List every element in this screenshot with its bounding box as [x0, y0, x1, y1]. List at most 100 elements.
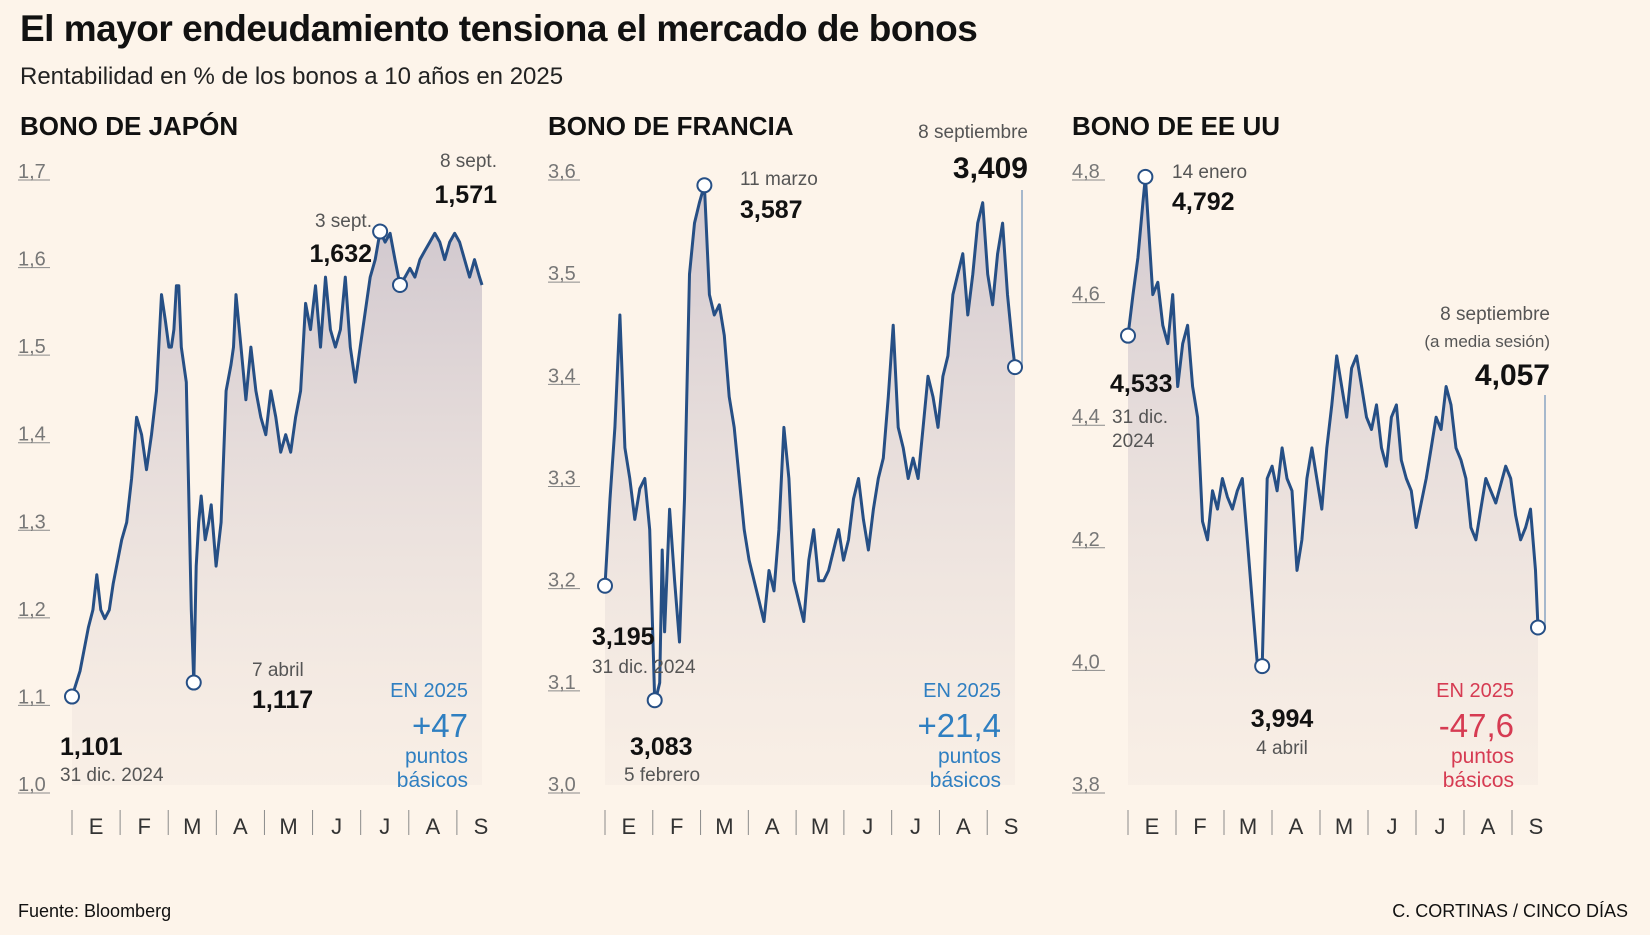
month-label-japon: E	[89, 814, 104, 839]
annotation-date-eeuu: 31 dic.	[1112, 407, 1168, 428]
ytick-label-japon: 1,1	[18, 686, 46, 708]
data-marker-francia	[696, 177, 713, 194]
data-marker-francia	[597, 577, 613, 594]
ytick-label-francia: 3,1	[548, 672, 576, 694]
change-unit2-francia: básicos	[930, 769, 1001, 792]
annotation-value-japon: 1,571	[434, 181, 497, 209]
change-unit-japon: puntos	[405, 745, 468, 768]
annotation-date-eeuu: 4 abril	[1256, 738, 1308, 759]
series-line-eeuu	[1126, 175, 1540, 668]
ytick-label-japon: 1,4	[18, 424, 46, 446]
data-marker-japon	[185, 674, 202, 691]
change-unit-eeuu: puntos	[1451, 745, 1514, 768]
area-fill-francia	[605, 185, 1015, 786]
annotation-value-eeuu: 3,994	[1251, 705, 1314, 733]
ytick-label-japon: 1,5	[18, 336, 46, 358]
month-label-francia: E	[622, 814, 637, 839]
annotation-date-japon: 7 abril	[252, 660, 304, 681]
ytick-label-japon: 1,3	[18, 511, 46, 533]
annotation-value-eeuu: 4,057	[1475, 359, 1550, 392]
month-label-eeuu: F	[1193, 814, 1206, 839]
change-unit2-japon: básicos	[397, 769, 468, 792]
change-value-eeuu: -47,6	[1439, 707, 1514, 744]
series-line-francia	[603, 183, 1017, 702]
data-marker-francia	[1007, 359, 1023, 376]
page-subtitle: Rentabilidad en % de los bonos a 10 años…	[20, 63, 564, 90]
source-note: Fuente: Bloomberg	[18, 901, 172, 921]
annotation-date-japon: 8 sept.	[440, 151, 497, 172]
month-label-eeuu: M	[1335, 814, 1353, 839]
chart-title-japon: BONO DE JAPÓN	[20, 111, 238, 141]
area-fill-japon	[72, 231, 482, 785]
annotation-date-francia: 11 marzo	[740, 169, 818, 190]
annotation-value-japon: 1,101	[60, 733, 123, 761]
ytick-label-francia: 3,2	[548, 570, 576, 592]
data-marker-eeuu	[1530, 619, 1546, 636]
ytick-label-japon: 1,6	[18, 249, 46, 271]
month-label-japon: F	[137, 814, 150, 839]
annotation-date-francia: 5 febrero	[624, 765, 700, 786]
month-label-japon: M	[279, 814, 297, 839]
annotation-value-francia: 3,409	[953, 152, 1028, 185]
month-label-francia: A	[765, 814, 780, 839]
annotation-date-eeuu: 14 enero	[1172, 162, 1247, 183]
month-label-eeuu: A	[1481, 814, 1496, 839]
month-label-eeuu: J	[1435, 814, 1446, 839]
annotation-value-eeuu: 4,533	[1110, 370, 1173, 398]
ytick-label-francia: 3,4	[548, 365, 576, 387]
month-label-francia: F	[670, 814, 683, 839]
ytick-label-francia: 3,3	[548, 468, 576, 490]
annotation-value-eeuu: 4,792	[1172, 188, 1235, 216]
data-marker-japon	[392, 276, 408, 293]
ytick-label-eeuu: 4,4	[1072, 406, 1100, 428]
ytick-label-japon: 1,2	[18, 599, 46, 621]
ytick-label-eeuu: 4,2	[1072, 529, 1100, 551]
annotation-date-eeuu: 8 septiembre	[1440, 304, 1550, 325]
data-marker-japon	[372, 223, 389, 240]
annotation-value-francia: 3,587	[740, 196, 803, 224]
data-marker-japon	[64, 688, 80, 705]
month-label-eeuu: J	[1387, 814, 1398, 839]
chart-title-francia: BONO DE FRANCIA	[548, 111, 794, 141]
page-title: El mayor endeudamiento tensiona el merca…	[20, 8, 978, 49]
month-label-francia: J	[910, 814, 921, 839]
ytick-label-eeuu: 4,8	[1072, 161, 1100, 183]
month-label-japon: S	[474, 814, 489, 839]
annotation-date-francia: 31 dic. 2024	[592, 657, 696, 678]
month-label-japon: J	[379, 814, 390, 839]
data-marker-francia	[646, 692, 663, 709]
month-label-eeuu: M	[1239, 814, 1257, 839]
change-label-eeuu: EN 2025	[1436, 680, 1514, 702]
month-label-francia: A	[956, 814, 971, 839]
month-label-japon: A	[233, 814, 248, 839]
month-label-japon: M	[183, 814, 201, 839]
data-marker-eeuu	[1254, 658, 1271, 675]
ytick-label-francia: 3,5	[548, 263, 576, 285]
month-label-francia: J	[862, 814, 873, 839]
annotation-date2-eeuu: (a media sesión)	[1424, 332, 1550, 351]
change-unit-francia: puntos	[938, 745, 1001, 768]
month-label-eeuu: S	[1529, 814, 1544, 839]
month-label-japon: A	[425, 814, 440, 839]
annotation-value-japon: 1,632	[309, 240, 372, 268]
change-label-japon: EN 2025	[390, 680, 468, 702]
annotation-date-francia: 8 septiembre	[918, 122, 1028, 143]
ytick-label-francia: 3,6	[548, 161, 576, 183]
annotation-date-japon: 31 dic. 2024	[60, 765, 164, 786]
month-label-francia: M	[811, 814, 829, 839]
annotation-value-japon: 1,117	[252, 686, 313, 714]
change-unit2-eeuu: básicos	[1443, 769, 1514, 792]
annotation-date-japon: 3 sept.	[315, 211, 372, 232]
change-label-francia: EN 2025	[923, 680, 1001, 702]
month-label-francia: M	[715, 814, 733, 839]
annotation-date2-eeuu: 2024	[1112, 431, 1155, 452]
ytick-label-japon: 1,0	[18, 774, 46, 796]
month-label-francia: S	[1004, 814, 1019, 839]
annotation-value-francia: 3,083	[630, 733, 693, 761]
ytick-label-eeuu: 4,0	[1072, 651, 1100, 673]
annotation-value-francia: 3,195	[592, 623, 655, 651]
ytick-label-eeuu: 3,8	[1072, 774, 1100, 796]
chart-title-eeuu: BONO DE EE UU	[1072, 111, 1280, 141]
ytick-label-eeuu: 4,6	[1072, 284, 1100, 306]
